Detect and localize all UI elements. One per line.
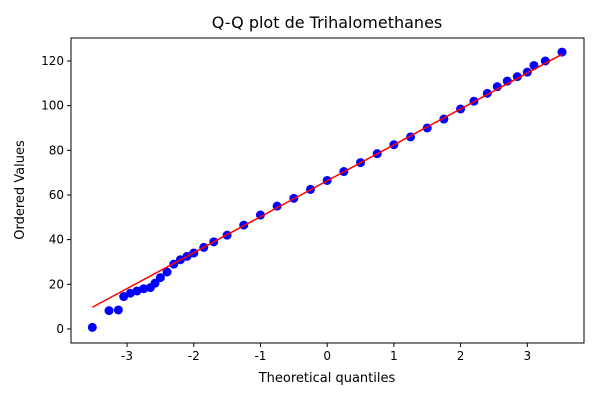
point xyxy=(557,47,567,57)
point xyxy=(119,292,129,302)
x-tick-label: 2 xyxy=(457,349,465,363)
y-tick-label: 120 xyxy=(41,54,64,68)
y-tick-label: 20 xyxy=(49,277,64,291)
plot-frame xyxy=(70,37,585,344)
x-tick-label: 3 xyxy=(523,349,531,363)
y-tick-label: 40 xyxy=(49,233,64,247)
x-tick-label: -3 xyxy=(121,349,133,363)
x-tick-label: -2 xyxy=(188,349,200,363)
point xyxy=(113,305,123,315)
x-tick-label: 1 xyxy=(390,349,398,363)
point xyxy=(104,306,114,316)
fit-line xyxy=(91,53,563,308)
point xyxy=(150,278,160,288)
x-tick-label: 0 xyxy=(323,349,331,363)
y-tick-label: 80 xyxy=(49,143,64,157)
chart-title: Q-Q plot de Trihalomethanes xyxy=(212,13,443,32)
y-axis-label: Ordered Values xyxy=(13,140,28,240)
point xyxy=(492,82,502,92)
y-tick-label: 60 xyxy=(49,188,64,202)
x-tick-label: -1 xyxy=(254,349,266,363)
x-axis-label: Theoretical quantiles xyxy=(258,371,396,386)
point xyxy=(162,267,172,277)
point xyxy=(155,273,165,283)
point xyxy=(87,322,97,332)
point xyxy=(139,284,149,294)
y-tick-label: 100 xyxy=(41,99,64,113)
point xyxy=(540,56,550,66)
y-tick-label: 0 xyxy=(56,322,64,336)
